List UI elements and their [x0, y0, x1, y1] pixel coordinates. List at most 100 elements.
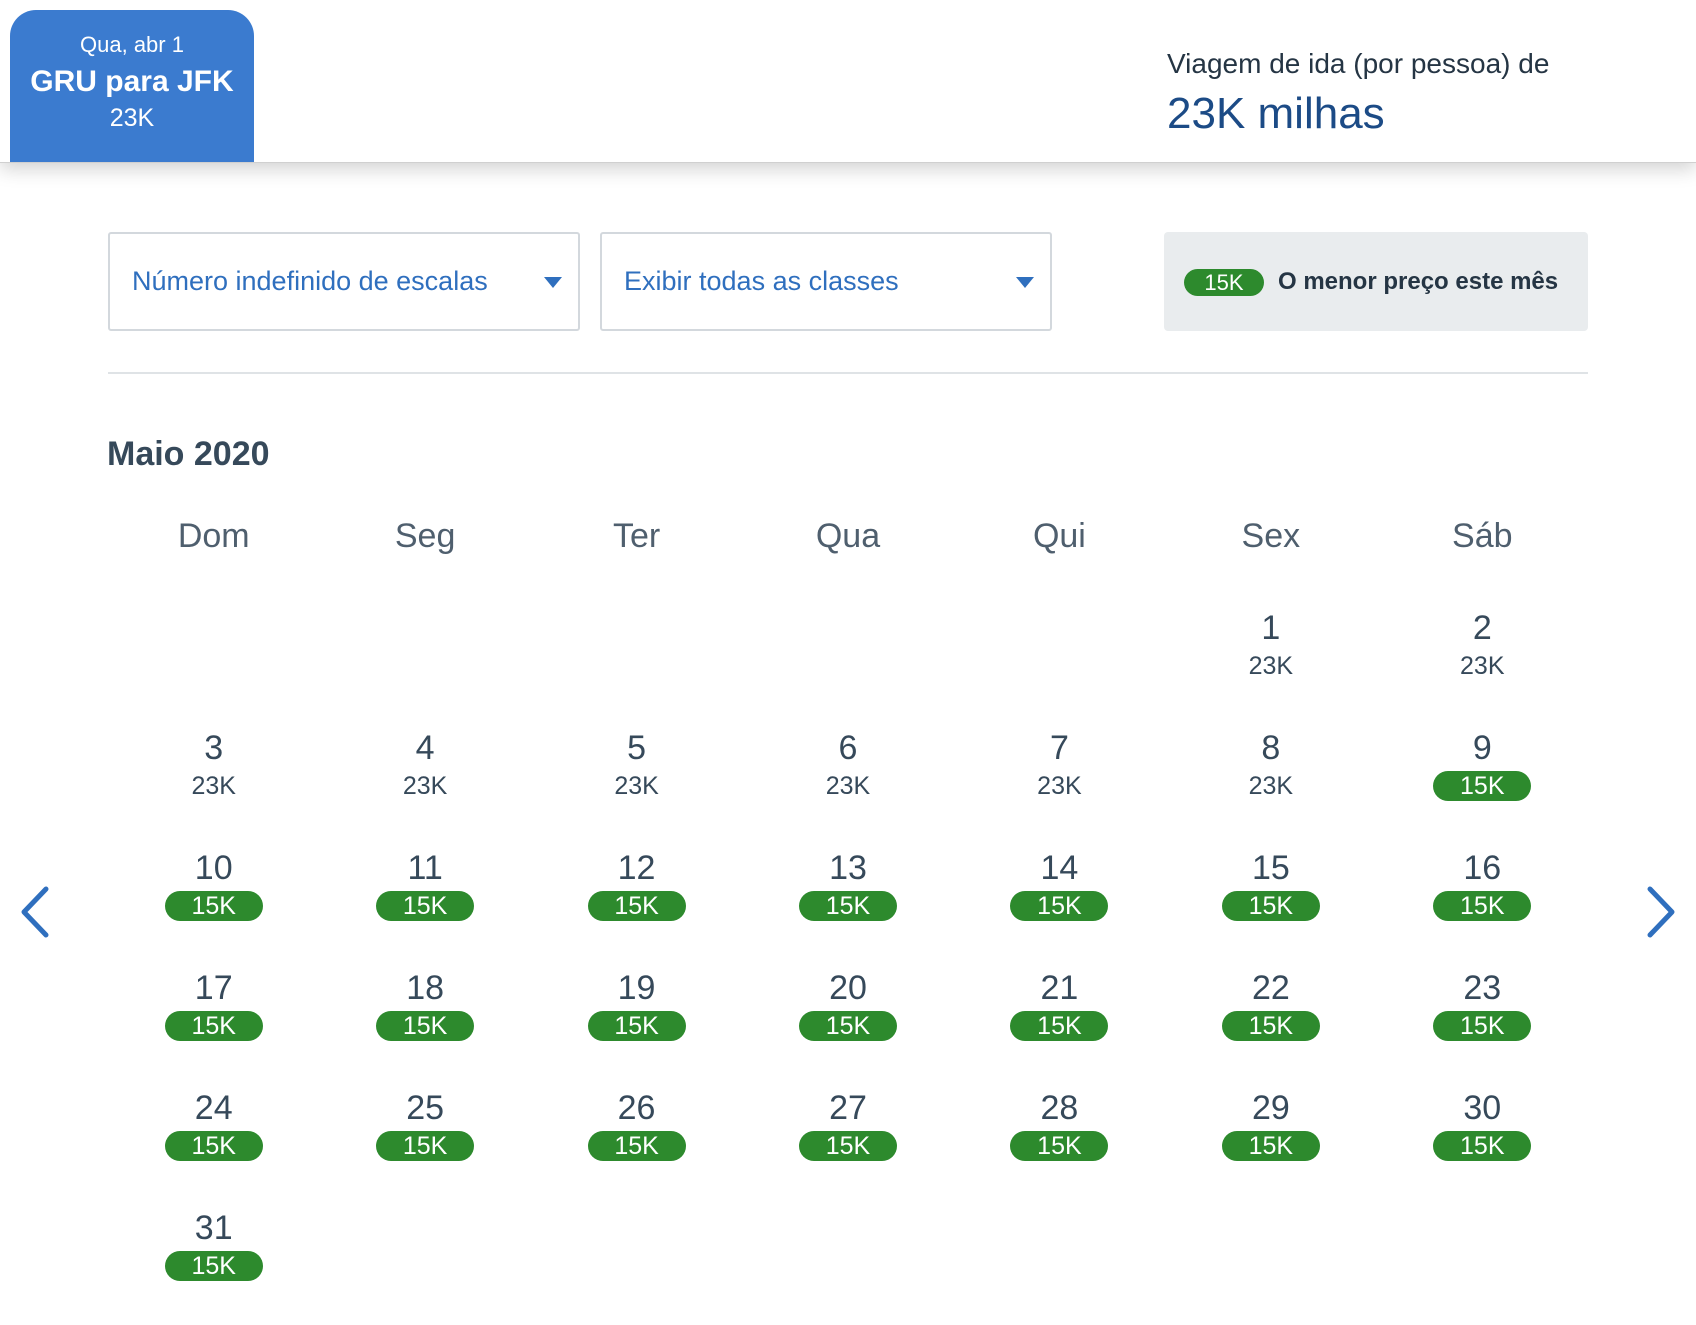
flight-tab-route: GRU para JFK [30, 65, 234, 98]
lowest-price-badge: 15K [1221, 1011, 1320, 1041]
weekday-header: Dom Seg Ter Qua Qui Sex Sáb [108, 514, 1588, 558]
lowest-price-badge: 15K [587, 891, 686, 921]
weekday-label: Dom [177, 517, 250, 555]
lowest-price-badge: 15K [376, 1131, 475, 1161]
calendar-day[interactable]: 13 15K [742, 845, 953, 965]
calendar-day[interactable]: 15 15K [1165, 845, 1376, 965]
lowest-price-badge: 15K [1184, 269, 1264, 296]
calendar-day[interactable]: 29 15K [1165, 1085, 1376, 1205]
calendar-day[interactable]: 25 15K [319, 1085, 530, 1205]
day-number: 30 [1463, 1089, 1502, 1127]
calendar-day[interactable]: 11 15K [319, 845, 530, 965]
lowest-price-badge: 15K [1010, 1131, 1109, 1161]
calendar-day[interactable]: 6 23K [742, 725, 953, 845]
chevron-right-icon[interactable] [1640, 885, 1680, 939]
calendar-day[interactable]: 23 15K [1377, 965, 1588, 1085]
lowest-price-badge: 15K [798, 891, 897, 921]
classes-dropdown[interactable]: Exibir todas as classes [600, 232, 1052, 331]
lowest-price-badge: 15K [1221, 891, 1320, 921]
lowest-price-badge: 15K [164, 1251, 263, 1281]
day-number: 31 [194, 1209, 233, 1247]
calendar-day[interactable]: 12 15K [531, 845, 742, 965]
lowest-price-badge: 15K [1433, 1011, 1532, 1041]
calendar-day[interactable]: 4 23K [319, 725, 530, 845]
calendar-day[interactable]: 28 15K [954, 1085, 1165, 1205]
day-price: 23K [1248, 772, 1294, 800]
day-number: 28 [1040, 1089, 1079, 1127]
calendar-grid: 1 23K 2 23K 3 23K 4 23K 5 23K 6 23K 7 23K 8 23K 9 15K 10 15… [108, 605, 1588, 1325]
divider [108, 372, 1588, 374]
day-price: 23K [1460, 652, 1505, 680]
lowest-price-badge: 15K [1010, 891, 1109, 921]
calendar-day[interactable]: 30 15K [1377, 1085, 1588, 1205]
calendar-day[interactable]: 19 15K [531, 965, 742, 1085]
calendar-day[interactable]: 27 15K [742, 1085, 953, 1205]
classes-dropdown-label: Exibir todas as classes [624, 266, 899, 296]
day-number: 10 [194, 849, 233, 887]
calendar-day[interactable]: 18 15K [319, 965, 530, 1085]
calendar-day[interactable]: 17 15K [108, 965, 319, 1085]
calendar-day[interactable]: 5 23K [531, 725, 742, 845]
lowest-price-badge: 15K [1221, 1131, 1320, 1161]
trip-price: 23K milhas [1167, 89, 1385, 138]
day-number: 19 [617, 969, 656, 1007]
day-number: 9 [1472, 729, 1492, 767]
flight-tab-date: Qua, abr 1 [80, 32, 184, 57]
day-number: 17 [194, 969, 233, 1007]
weekday-label: Qua [815, 517, 881, 555]
lowest-price-badge: 15K [798, 1011, 897, 1041]
calendar-day[interactable]: 16 15K [1377, 845, 1588, 965]
calendar-day[interactable]: 31 15K [108, 1205, 319, 1325]
day-number: 29 [1251, 1089, 1290, 1127]
day-number: 7 [1049, 729, 1069, 767]
lowest-price-badge: 15K [1433, 771, 1532, 801]
caret-down-icon [1016, 277, 1034, 288]
calendar-blank-cell [531, 605, 742, 725]
weekday-label: Seg [394, 517, 456, 555]
calendar-day[interactable]: 9 15K [1377, 725, 1588, 845]
calendar-blank-cell [319, 605, 530, 725]
lowest-price-legend: 15K O menor preço este mês [1164, 232, 1588, 331]
calendar-day[interactable]: 10 15K [108, 845, 319, 965]
day-number: 15 [1251, 849, 1290, 887]
calendar-day[interactable]: 2 23K [1377, 605, 1588, 725]
lowest-price-badge: 15K [376, 891, 475, 921]
day-price: 23K [1037, 772, 1082, 800]
calendar-day[interactable]: 21 15K [954, 965, 1165, 1085]
day-number: 5 [627, 729, 647, 767]
chevron-left-icon[interactable] [16, 885, 56, 939]
calendar-day[interactable]: 8 23K [1165, 725, 1376, 845]
calendar-day[interactable]: 3 23K [108, 725, 319, 845]
flight-tab-price: 23K [109, 104, 155, 132]
day-number: 18 [406, 969, 445, 1007]
day-price: 23K [402, 772, 448, 800]
lowest-price-badge: 15K [587, 1011, 686, 1041]
calendar-day[interactable]: 7 23K [954, 725, 1165, 845]
trip-label: Viagem de ida (por pessoa) de [1167, 48, 1550, 79]
month-title: Maio 2020 [107, 435, 270, 473]
calendar-day[interactable]: 14 15K [954, 845, 1165, 965]
day-number: 1 [1261, 609, 1281, 647]
day-number: 14 [1040, 849, 1079, 887]
day-number: 8 [1261, 729, 1281, 767]
calendar-day[interactable]: 26 15K [531, 1085, 742, 1205]
flight-tab[interactable]: Qua, abr 1 GRU para JFK 23K [10, 10, 254, 162]
caret-down-icon [544, 277, 562, 288]
calendar-day[interactable]: 20 15K [742, 965, 953, 1085]
day-number: 11 [407, 849, 443, 887]
day-price: 23K [825, 772, 871, 800]
weekday-label: Sáb [1452, 517, 1513, 555]
weekday-label: Sex [1241, 517, 1301, 555]
stops-dropdown[interactable]: Número indefinido de escalas [108, 232, 580, 331]
weekday-label: Ter [612, 517, 661, 555]
calendar-day[interactable]: 24 15K [108, 1085, 319, 1205]
day-number: 24 [194, 1089, 233, 1127]
trip-summary: Viagem de ida (por pessoa) de 23K milhas [1167, 46, 1549, 142]
day-number: 2 [1472, 609, 1492, 647]
day-price: 23K [1248, 652, 1294, 680]
calendar-day[interactable]: 1 23K [1165, 605, 1376, 725]
lowest-price-badge: 15K [798, 1131, 897, 1161]
calendar-day[interactable]: 22 15K [1165, 965, 1376, 1085]
weekday-label: Qui [1032, 517, 1086, 555]
day-number: 12 [617, 849, 656, 887]
